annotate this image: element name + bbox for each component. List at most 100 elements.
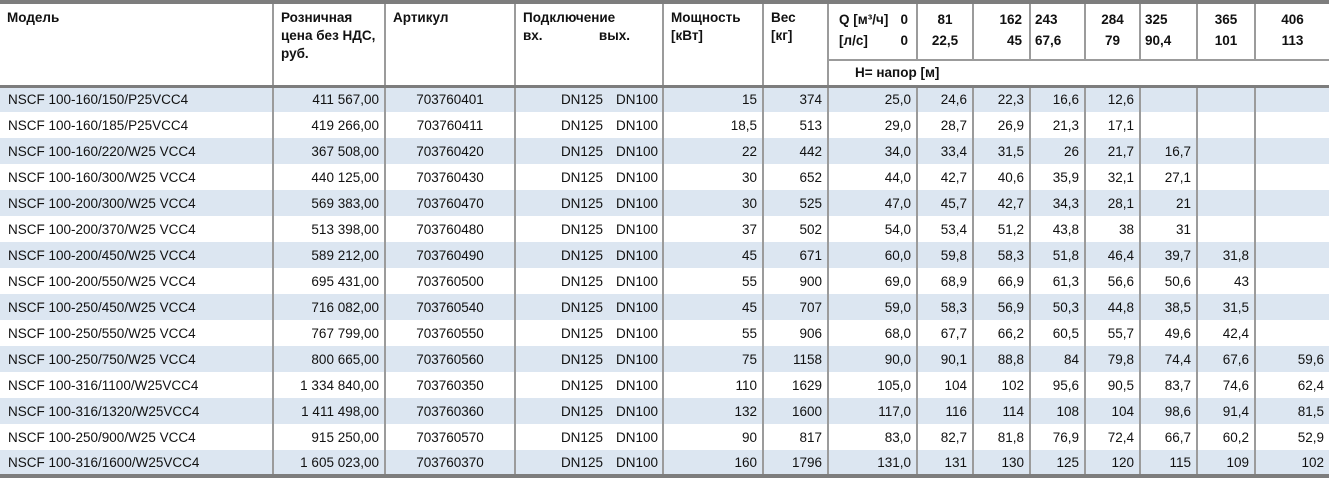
power-cell: 132 [663,398,764,424]
price-cell: 1 334 840,00 [273,372,386,398]
power-cell: 75 [663,346,764,372]
head-value-cell: 72,4 [1085,424,1141,450]
price-cell: 440 125,00 [273,164,386,190]
article-cell: 703760490 [385,242,516,268]
head-value-cell: 68,9 [917,268,974,294]
model-cell: NSCF 100-160/220/W25 VCC4 [0,138,274,164]
table-body: NSCF 100-160/150/P25VCC4 411 567,00 703760… [0,86,1329,476]
table-row: NSCF 100-160/185/P25VCC4 419 266,00 703760… [0,112,1329,138]
head-value-cell [1197,216,1256,242]
head-value-cell: 115 [1140,450,1198,476]
head-value-cell: 58,3 [917,294,974,320]
table-row: NSCF 100-316/1600/W25VCC4 1 605 023,00 703… [0,450,1329,476]
head-value-cell: 83,7 [1140,372,1198,398]
connection-cell: DN125 DN100 [515,112,664,138]
power-cell: 45 [663,242,764,268]
head-value-cell [1255,138,1329,164]
head-value-cell [1255,242,1329,268]
head-value-cell: 98,6 [1140,398,1198,424]
model-cell: NSCF 100-250/550/W25 VCC4 [0,320,274,346]
table-row: NSCF 100-200/370/W25 VCC4 513 398,00 70376… [0,216,1329,242]
head-value-cell: 31,5 [973,138,1031,164]
head-value-cell: 59,8 [917,242,974,268]
weight-cell: 1629 [763,372,829,398]
head-value-cell: 81,8 [973,424,1031,450]
price-cell: 367 508,00 [273,138,386,164]
q-flow-zero: 0 [900,12,908,27]
weight-cell: 817 [763,424,829,450]
connection-cell: DN125 DN100 [515,398,664,424]
power-cell: 18,5 [663,112,764,138]
connection-cell: DN125 DN100 [515,294,664,320]
power-cell: 55 [663,320,764,346]
head-value-cell: 12,6 [1085,86,1141,112]
power-cell: 30 [663,190,764,216]
q-flow-label: Q [м³/ч] [839,12,889,27]
dn-outlet: DN100 [615,351,658,367]
head-row-label: H= напор [м] [828,60,1329,88]
head-value-cell: 69,0 [828,268,918,294]
head-value-cell [1197,164,1256,190]
head-value-cell: 22,3 [973,86,1031,112]
dn-inlet: DN125 [560,454,603,470]
weight-cell: 502 [763,216,829,242]
weight-cell: 1600 [763,398,829,424]
article-cell: 703760480 [385,216,516,242]
head-value-cell: 104 [1085,398,1141,424]
q-ls-zero: 0 [900,32,908,48]
head-value-cell: 117,0 [828,398,918,424]
price-cell: 513 398,00 [273,216,386,242]
article-cell: 703760360 [385,398,516,424]
price-cell: 1 411 498,00 [273,398,386,424]
head-value-cell: 44,0 [828,164,918,190]
weight-cell: 374 [763,86,829,112]
head-value-cell: 49,6 [1140,320,1198,346]
head-value-cell: 35,9 [1030,164,1086,190]
connection-cell: DN125 DN100 [515,86,664,112]
head-value-cell [1197,86,1256,112]
table-row: NSCF 100-250/450/W25 VCC4 716 082,00 70376… [0,294,1329,320]
connection-sublabels: вх. вых. [523,27,656,45]
head-value-cell: 42,7 [973,190,1031,216]
head-value-cell: 51,8 [1030,242,1086,268]
head-value-cell: 62,4 [1255,372,1329,398]
power-cell: 110 [663,372,764,398]
weight-cell: 900 [763,268,829,294]
price-cell: 411 567,00 [273,86,386,112]
col-header-price: Розничная цена без НДС, руб. [273,2,386,88]
head-value-cell: 46,4 [1085,242,1141,268]
power-unit-label: [кВт] [671,27,703,43]
col-header-article: Артикул [385,2,516,88]
head-value-cell [1255,294,1329,320]
head-value-cell: 120 [1085,450,1141,476]
head-value-cell [1140,112,1198,138]
power-cell: 15 [663,86,764,112]
article-cell: 703760470 [385,190,516,216]
connection-cell: DN125 DN100 [515,424,664,450]
article-cell: 703760540 [385,294,516,320]
connection-cell: DN125 DN100 [515,216,664,242]
model-cell: NSCF 100-200/370/W25 VCC4 [0,216,274,242]
head-value-cell: 32,1 [1085,164,1141,190]
head-value-cell: 125 [1030,450,1086,476]
table-header: Модель Розничная цена без НДС, руб. Арти… [0,2,1329,88]
head-value-cell: 91,4 [1197,398,1256,424]
head-value-cell: 34,0 [828,138,918,164]
article-cell: 703760430 [385,164,516,190]
head-value-cell: 28,1 [1085,190,1141,216]
head-value-cell: 116 [917,398,974,424]
head-value-cell: 59,0 [828,294,918,320]
head-value-cell: 108 [1030,398,1086,424]
table-row: NSCF 100-160/150/P25VCC4 411 567,00 703760… [0,86,1329,112]
model-cell: NSCF 100-250/450/W25 VCC4 [0,294,274,320]
weight-cell: 1796 [763,450,829,476]
head-value-cell: 26,9 [973,112,1031,138]
head-value-cell: 31,5 [1197,294,1256,320]
connection-cell: DN125 DN100 [515,268,664,294]
head-value-cell [1197,138,1256,164]
head-value-cell: 43,8 [1030,216,1086,242]
head-value-cell [1197,190,1256,216]
head-value-cell: 114 [973,398,1031,424]
head-value-cell: 88,8 [973,346,1031,372]
price-cell: 915 250,00 [273,424,386,450]
